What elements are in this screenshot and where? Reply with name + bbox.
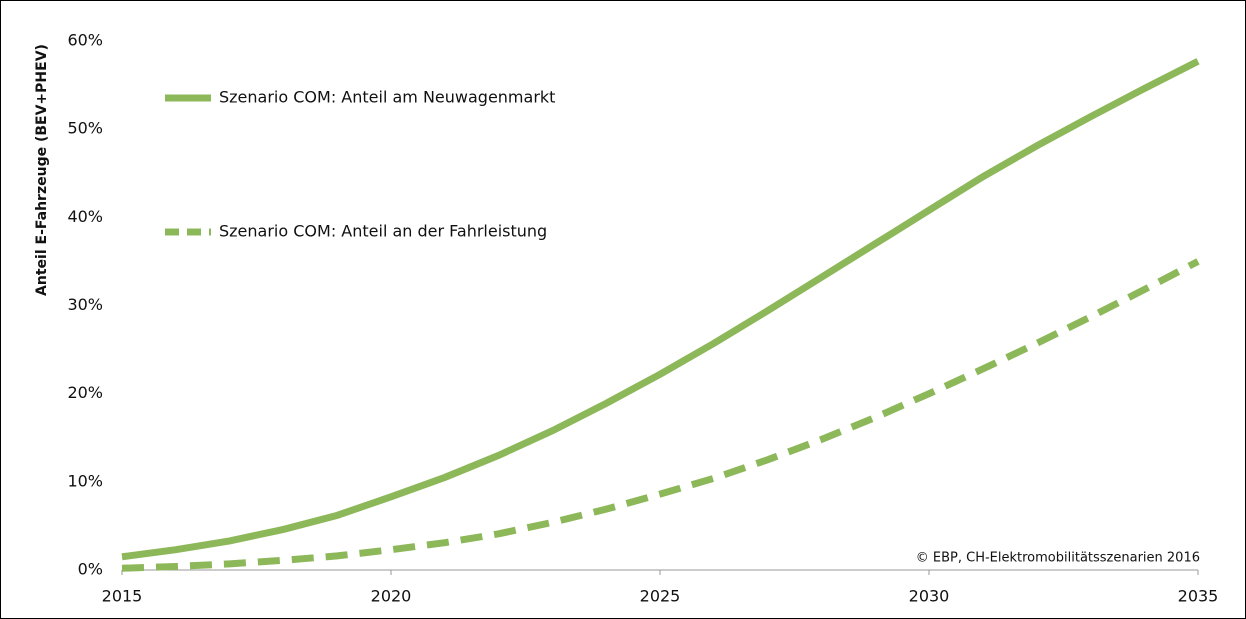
y-tick-label: 10% (67, 471, 103, 490)
x-tick-label: 2015 (102, 587, 143, 606)
x-tick-label: 2030 (909, 587, 950, 606)
y-tick-label: 50% (67, 119, 103, 138)
y-axis-label: Anteil E-Fahrzeuge (BEV+PHEV) (34, 44, 50, 296)
y-tick-label: 20% (67, 383, 103, 402)
series-line (121, 58, 1200, 561)
legend-label: Szenario COM: Anteil am Neuwagenmarkt (219, 88, 555, 107)
y-tick-label: 30% (67, 295, 103, 314)
y-tick-label: 40% (67, 207, 103, 226)
series-line (121, 258, 1200, 572)
legend-label: Szenario COM: Anteil an der Fahrleistung (219, 222, 547, 241)
x-tick-label: 2025 (640, 587, 681, 606)
x-tick-label: 2035 (1178, 587, 1219, 606)
x-tick-label: 2020 (371, 587, 412, 606)
y-tick-label: 60% (67, 31, 103, 50)
annotation: © EBP, CH-Elektromobilitätsszenarien 201… (916, 551, 1200, 566)
y-tick-label: 0% (78, 560, 103, 579)
